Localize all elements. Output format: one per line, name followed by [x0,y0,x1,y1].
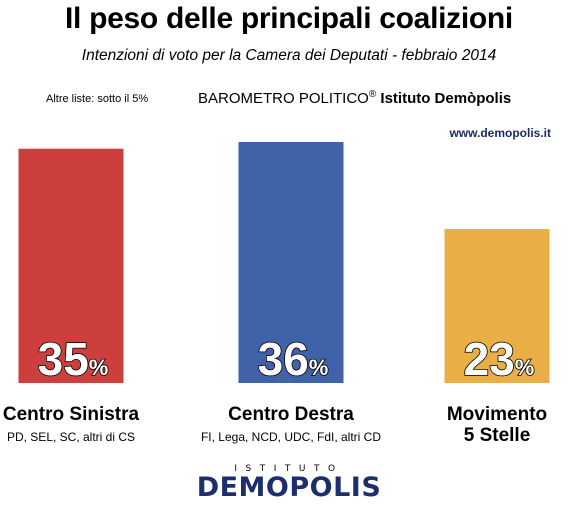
registered-mark: ® [368,89,377,100]
category-label-0: Centro Sinistra [0,404,181,425]
value-label-1: 36% [258,333,329,385]
category-line: 5 Stelle [463,425,531,446]
category-line: Movimento [446,404,548,425]
bar-1 [238,142,344,383]
logo-top-text: ISTITUTO [234,464,344,474]
category-sublabel-1: FI, Lega, NCD, UDC, FdI, altri CD [200,430,382,444]
institute-name: Istituto Demòpolis [380,90,512,107]
bar-2 [444,229,550,383]
value-label-2: 23% [464,333,535,385]
category-sublabel-0: PD, SEL, SC, altri di CS [6,430,136,444]
other-lists-note: Altre liste: sotto il 5% [46,93,149,105]
category-line: Centro Sinistra [2,404,140,425]
value-label-0: 35% [38,333,109,385]
website-link[interactable]: www.demopolis.it [449,126,551,140]
bar-0 [18,148,124,383]
chart-title: Il peso delle principali coalizioni [65,2,513,35]
category-line: Centro Destra [228,404,354,425]
category-label-2: Movimento 5 Stelle [387,404,578,446]
barometro-label: BAROMETRO POLITICO [198,90,369,107]
barometro-heading: BAROMETRO POLITICO® Istituto Demòpolis [198,89,511,107]
demopolis-logo: DEMOPOLIS [196,472,382,503]
category-label-1: Centro Destra [181,404,401,425]
chart-subtitle: Intenzioni di voto per la Camera dei Dep… [81,47,497,64]
